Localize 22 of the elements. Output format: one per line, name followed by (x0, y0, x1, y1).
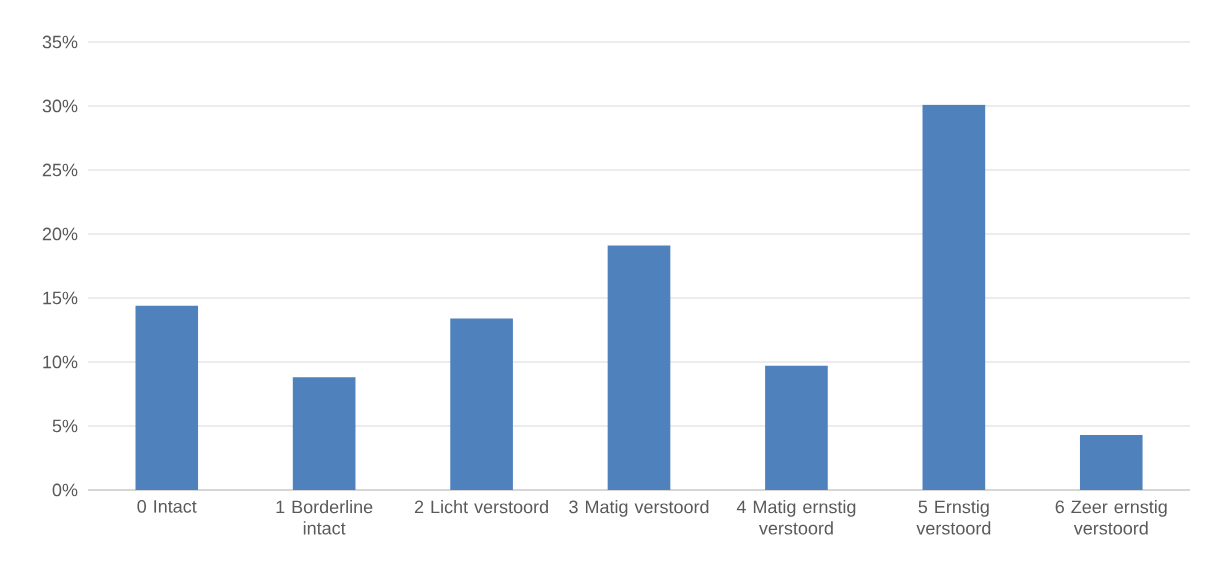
y-tick-label: 35% (42, 35, 78, 49)
x-tick-label: 4 Matig ernstig verstoord (736, 500, 856, 535)
x-tick-label: 0 Intact (137, 500, 197, 513)
x-tick-label: 3 Matig verstoord (569, 500, 709, 517)
y-tick-label: 30% (42, 99, 78, 113)
y-tick-label: 15% (43, 291, 78, 305)
x-tick-label: 6 Zeer ernstig verstoord (1055, 500, 1167, 535)
bar (450, 318, 513, 490)
bar (922, 104, 986, 490)
bar (607, 245, 671, 490)
bar (292, 377, 356, 490)
x-tick-label: 2 Licht verstoord (414, 500, 548, 514)
x-tick-label: 1 Borderline intact (276, 500, 373, 535)
y-tick-label: 5% (52, 419, 78, 433)
bar (765, 365, 828, 490)
y-tick-label: 10% (43, 355, 78, 369)
y-tick-label: 0% (52, 483, 78, 497)
y-tick-label: 25% (42, 163, 78, 177)
bar (135, 305, 199, 490)
x-tick-label: 5 Ernstig verstoord (916, 500, 991, 535)
y-tick-label: 20% (42, 227, 78, 241)
bar (1079, 434, 1143, 490)
